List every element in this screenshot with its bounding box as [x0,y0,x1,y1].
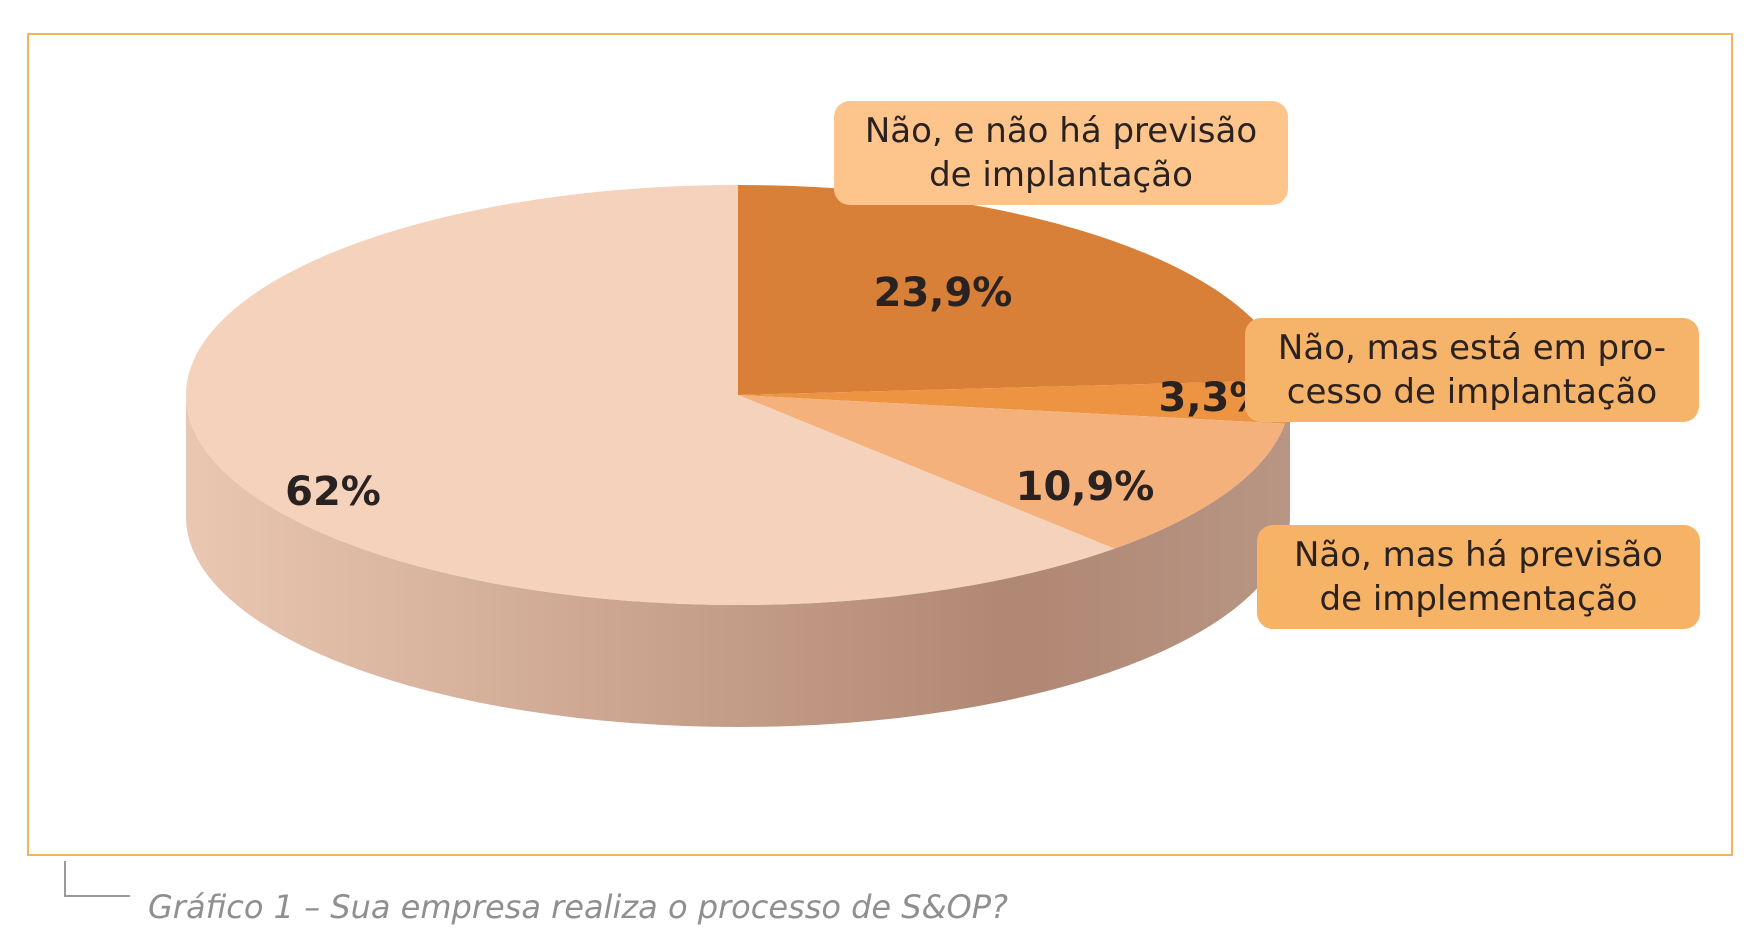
pie-slice-2 [738,380,1290,424]
caption-bracket [64,861,130,897]
slice-value-label: 62% [285,469,381,515]
slice-category-label: Não, e não há previsão de implantação [834,101,1288,205]
pie-slice-3 [738,395,1285,549]
pie-slice-1 [738,185,1289,395]
slice-category-text: Não, mas está em pro- cesso de implantaç… [1277,328,1667,412]
slice-category-text: Não, mas há previsão de implementação [1293,535,1663,619]
pie-side-wall [186,395,1290,727]
slice-value-label: 23,9% [873,270,1013,316]
pie-slice-4 [186,185,1115,605]
slice-category-text: Não, e não há previsão de implantação [864,111,1258,195]
slice-value-label: 10,9% [1015,464,1155,510]
slice-category-label: Não, mas há previsão de implementação [1257,525,1700,629]
chart-caption: Gráfico 1 – Sua empresa realiza o proces… [148,888,1009,926]
slice-category-label: Não, mas está em pro- cesso de implantaç… [1245,318,1699,422]
